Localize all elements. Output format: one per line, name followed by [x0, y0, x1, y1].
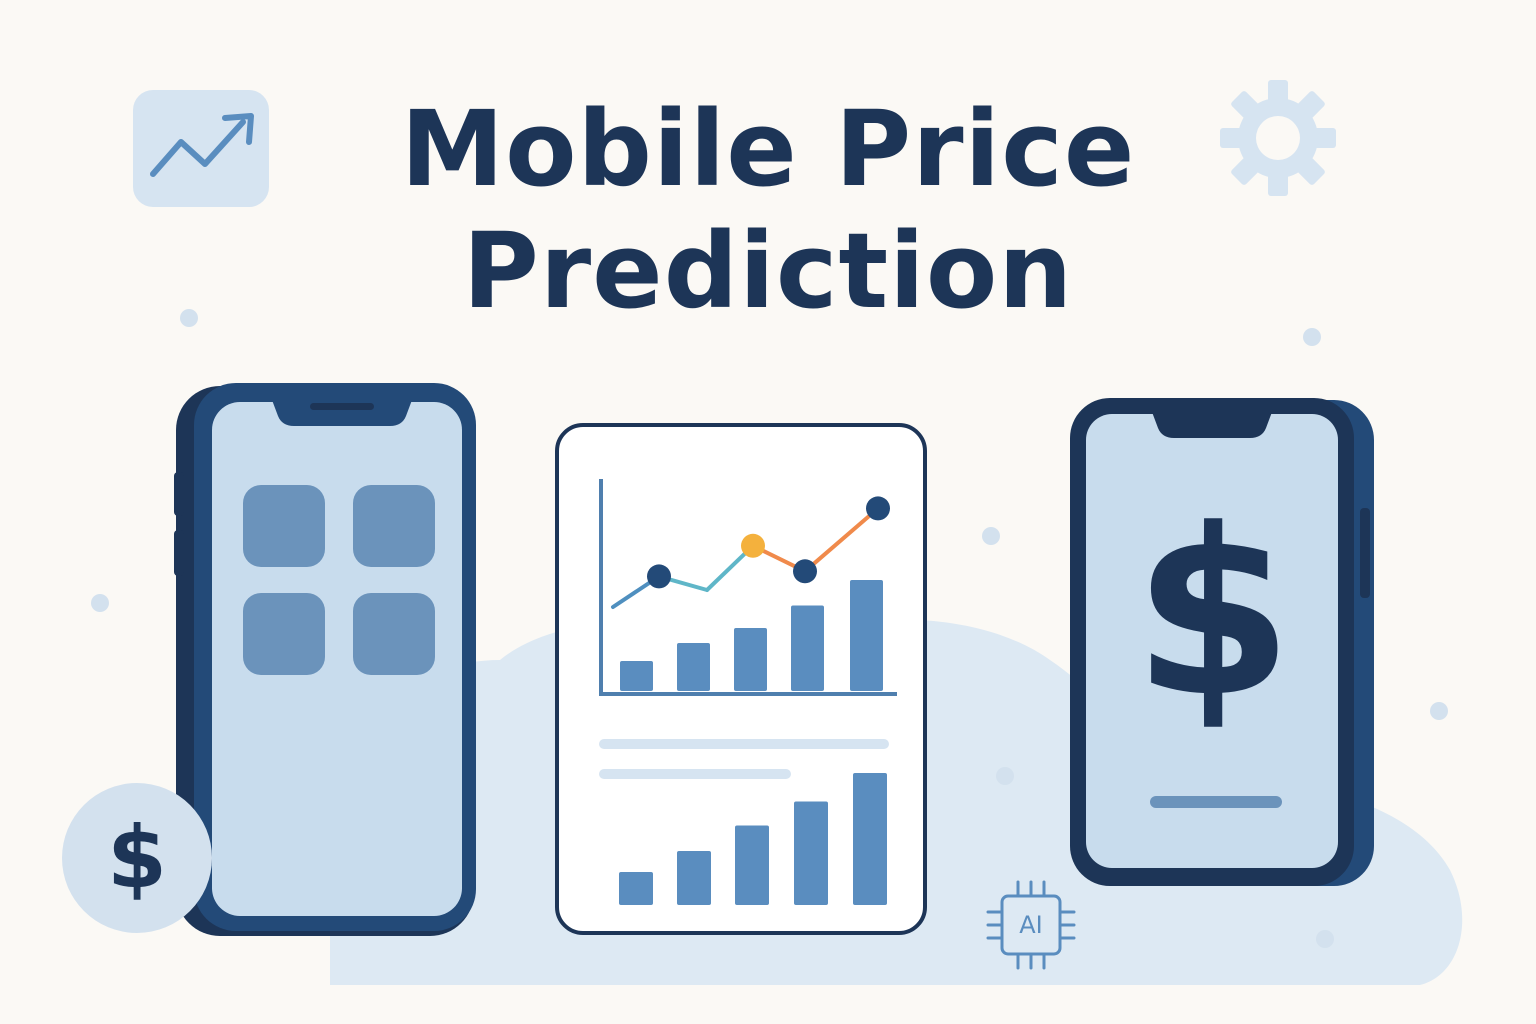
ai-chip-icon: AI: [984, 878, 1078, 972]
chart-bar: [794, 801, 828, 905]
chart-point: [647, 564, 671, 589]
phone-dollar-icon: $: [1105, 490, 1321, 740]
chart-bar: [620, 661, 653, 691]
chart-bar: [853, 773, 887, 905]
chart-card-graphics: [599, 479, 897, 905]
decor-dot: [982, 527, 1000, 545]
chart-bar: [619, 872, 653, 905]
app-grid-icon: [243, 485, 435, 675]
page-title: Mobile Price Prediction: [0, 88, 1536, 332]
chart-bar: [735, 825, 769, 905]
dollar-coin-icon: $: [62, 783, 212, 933]
chart-line-segment: [803, 506, 880, 574]
title-line-1: Mobile Price: [400, 88, 1136, 210]
text-placeholder-line: [599, 769, 791, 779]
chart-bar: [677, 851, 711, 905]
chart-bar: [734, 628, 767, 691]
chart-point: [793, 559, 817, 584]
decor-dot: [91, 594, 109, 612]
decor-dot: [1316, 930, 1334, 948]
decor-dot: [180, 309, 198, 327]
title-line-2: Prediction: [462, 210, 1074, 332]
chip-label: AI: [1019, 911, 1043, 939]
chart-point: [866, 496, 890, 521]
decor-dot: [1303, 328, 1321, 346]
trend-up-icon: [133, 90, 269, 207]
chart-point: [741, 533, 765, 558]
text-placeholder-line: [599, 739, 889, 749]
chart-bar: [791, 605, 824, 691]
coin-symbol: $: [107, 808, 167, 908]
right-phone: [1070, 398, 1374, 886]
decor-dot: [1430, 702, 1448, 720]
gear-icon: [1220, 80, 1336, 196]
chart-bar: [850, 580, 883, 691]
phone-dollar-symbol: $: [1132, 481, 1294, 748]
decor-dot: [996, 767, 1014, 785]
chip-outline: [986, 880, 1076, 970]
chart-bar: [677, 643, 710, 691]
